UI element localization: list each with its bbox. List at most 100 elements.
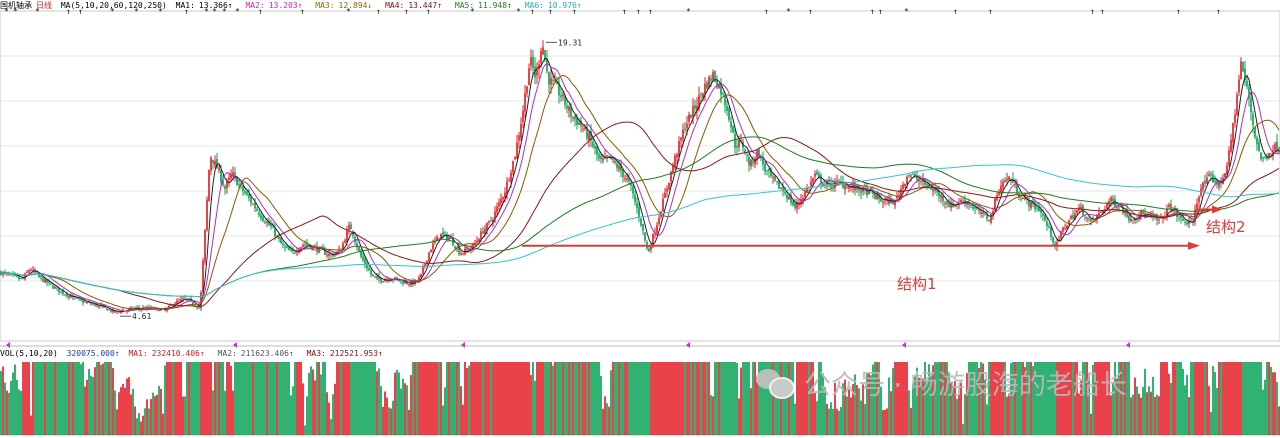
high-price-label: 19.31 bbox=[558, 38, 582, 47]
volume-bar bbox=[620, 362, 622, 435]
volume-bar bbox=[646, 362, 648, 435]
candle-body bbox=[406, 282, 408, 284]
candle-body bbox=[178, 300, 180, 302]
candle-body bbox=[462, 252, 464, 254]
volume-bar bbox=[648, 362, 650, 435]
candle-body bbox=[28, 270, 30, 273]
candle-body bbox=[766, 170, 768, 171]
volume-bar bbox=[562, 362, 564, 435]
vol-spec: VOL(5,10,20) bbox=[0, 349, 58, 358]
candle-body bbox=[668, 182, 670, 190]
volume-bar bbox=[534, 380, 536, 435]
volume-bar bbox=[518, 362, 520, 435]
volume-bar bbox=[1278, 406, 1280, 435]
volume-bar bbox=[1124, 362, 1126, 435]
volume-bar bbox=[892, 368, 894, 435]
volume-bar bbox=[292, 386, 294, 435]
volume-bar bbox=[222, 362, 224, 435]
candle-body bbox=[556, 81, 558, 85]
candle-body bbox=[1228, 150, 1230, 166]
candle-body bbox=[1202, 182, 1204, 190]
candle-body bbox=[1004, 180, 1006, 183]
candle-body bbox=[926, 184, 928, 185]
volume-bar bbox=[218, 362, 220, 435]
candle-body bbox=[158, 308, 160, 312]
volume-bar bbox=[20, 390, 22, 435]
candle-body bbox=[800, 199, 802, 203]
volume-bar bbox=[848, 389, 850, 435]
event-marker: * bbox=[686, 7, 691, 16]
event-marker: * bbox=[212, 7, 217, 16]
volume-bar bbox=[752, 362, 754, 435]
candle-body bbox=[758, 149, 760, 158]
volume-bar bbox=[776, 362, 778, 435]
candle-body bbox=[1058, 239, 1060, 241]
event-marker: * bbox=[786, 7, 791, 16]
volume-bar bbox=[428, 362, 430, 435]
volume-bar bbox=[288, 362, 290, 435]
candle-body bbox=[118, 311, 120, 313]
volume-bar bbox=[968, 362, 970, 435]
candle-body bbox=[358, 246, 360, 252]
volume-bar bbox=[714, 362, 716, 435]
volume-bar bbox=[628, 362, 630, 435]
period-label[interactable]: 日线 bbox=[36, 1, 52, 10]
volume-bar bbox=[1008, 393, 1010, 435]
volume-bar bbox=[808, 362, 810, 435]
event-marker: * bbox=[110, 7, 115, 16]
volume-bar bbox=[206, 362, 208, 435]
volume-bar bbox=[840, 406, 842, 435]
volume-bar bbox=[1272, 372, 1274, 435]
volume-bar bbox=[340, 362, 342, 435]
volume-bar bbox=[326, 392, 328, 435]
candle-body bbox=[520, 124, 522, 138]
vol-ma1-value: MA1: 232410.406↑ bbox=[128, 349, 205, 358]
volume-bar bbox=[1002, 362, 1004, 435]
volume-bar bbox=[810, 362, 812, 435]
candle-body bbox=[238, 183, 240, 185]
volume-bar bbox=[78, 362, 80, 435]
candle-body bbox=[890, 199, 892, 204]
volume-bar bbox=[310, 366, 312, 435]
candle-body bbox=[26, 272, 28, 273]
candle-body bbox=[1070, 215, 1072, 219]
candle-body bbox=[754, 158, 756, 165]
volume-bar bbox=[1256, 362, 1258, 435]
candle-body bbox=[1048, 226, 1050, 228]
volume-bar bbox=[302, 383, 304, 435]
volume-bar bbox=[1100, 362, 1102, 435]
candle-body bbox=[956, 203, 958, 205]
volume-bar bbox=[908, 390, 910, 435]
stock-name: 国机轴承 bbox=[0, 1, 32, 10]
candle-body bbox=[60, 291, 62, 292]
candle-body bbox=[724, 95, 726, 106]
volume-bar bbox=[276, 362, 278, 435]
candle-body bbox=[980, 211, 982, 215]
candle-body bbox=[262, 217, 264, 221]
volume-bar bbox=[154, 396, 156, 435]
volume-bar bbox=[672, 362, 674, 435]
candle-body bbox=[518, 135, 520, 141]
volume-bar bbox=[180, 362, 182, 435]
volume-bar bbox=[624, 362, 626, 435]
period-marker bbox=[1126, 342, 1130, 348]
candle-body bbox=[860, 190, 862, 193]
candle-body bbox=[352, 230, 354, 237]
candle-body bbox=[466, 249, 468, 251]
candle-body bbox=[282, 243, 284, 246]
candle-body bbox=[932, 188, 934, 191]
volume-bar bbox=[936, 362, 938, 435]
candle-body bbox=[1188, 220, 1190, 225]
volume-bar bbox=[926, 380, 928, 435]
volume-bar bbox=[262, 362, 264, 435]
candle-body bbox=[780, 188, 782, 190]
volume-bar bbox=[126, 378, 128, 435]
ma4-value: MA4: 13.447↑ bbox=[385, 1, 443, 10]
candle-body bbox=[286, 246, 288, 248]
candle-body bbox=[440, 233, 442, 240]
volume-bar bbox=[954, 381, 956, 435]
candle-body bbox=[382, 281, 384, 282]
volume-bar bbox=[1122, 362, 1124, 435]
candle-body bbox=[838, 180, 840, 182]
